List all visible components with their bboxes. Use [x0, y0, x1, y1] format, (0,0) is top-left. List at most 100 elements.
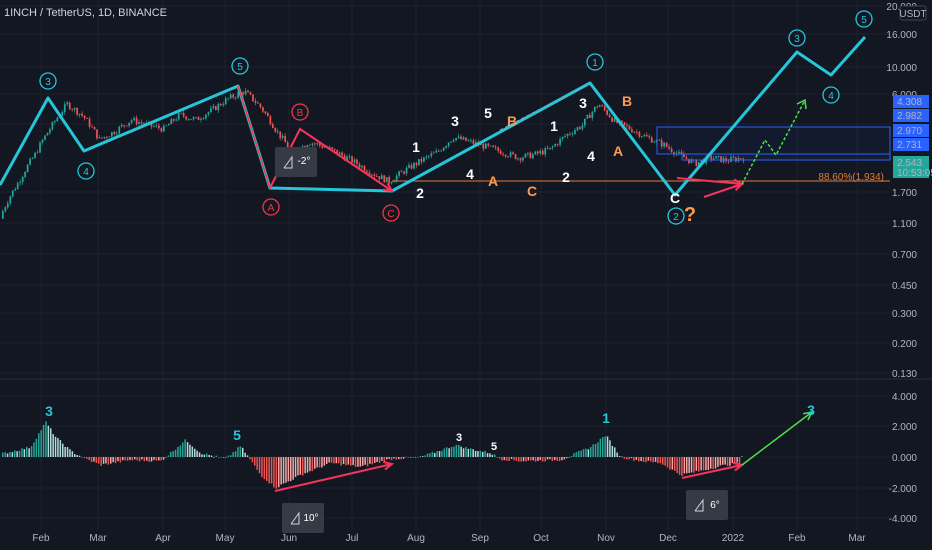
- candle-body: [269, 116, 272, 125]
- wave-label-circle: [262, 198, 280, 216]
- wave-label-text: 5: [861, 15, 867, 26]
- candle-body: [106, 136, 108, 138]
- histogram-bar: [441, 450, 443, 457]
- candle-body: [167, 124, 170, 126]
- candle-body: [564, 136, 566, 137]
- candle-body: [257, 102, 259, 104]
- histogram-bar: [597, 442, 599, 457]
- histogram-bar: [539, 457, 542, 460]
- wave-label-orange: C: [527, 183, 537, 199]
- histogram-bar: [218, 457, 220, 458]
- candle-body: [118, 126, 121, 134]
- histogram-bar: [580, 450, 582, 457]
- candle-body: [229, 94, 232, 99]
- candle-body: [420, 159, 423, 162]
- candle-body: [715, 156, 718, 159]
- candle-body: [16, 182, 19, 190]
- candle-body: [356, 159, 358, 165]
- wave-label-cyan: 5: [231, 57, 249, 75]
- candle-body: [626, 124, 628, 127]
- candle-body: [366, 170, 368, 173]
- x-tick-label: Sep: [471, 533, 489, 544]
- candle-body: [727, 161, 730, 163]
- histogram-bar: [626, 457, 628, 460]
- osc-green-arrow: [741, 410, 814, 466]
- histogram-bar: [338, 457, 340, 464]
- histogram-bar: [467, 448, 470, 457]
- histogram-bar: [405, 456, 407, 458]
- osc-wave-label: 1: [602, 410, 610, 426]
- wave-label-circle: [77, 162, 95, 180]
- price-tag-label: 2.982: [897, 111, 922, 122]
- x-tick-label: Feb: [32, 533, 50, 544]
- histogram-bar: [105, 457, 107, 464]
- osc-tick-label: 0.000: [892, 453, 917, 464]
- histogram-bar: [652, 457, 654, 463]
- currency-badge[interactable]: USDT: [899, 5, 927, 21]
- candle-body: [536, 151, 539, 154]
- candle-body: [162, 125, 165, 132]
- candle-body: [462, 137, 465, 140]
- histogram-bar: [16, 451, 18, 457]
- histogram-bar: [695, 457, 698, 471]
- histogram-bar: [522, 457, 525, 462]
- candle-body: [224, 98, 227, 105]
- histogram-bar: [611, 445, 614, 457]
- histogram-bar: [455, 444, 458, 457]
- angle-badge-osc: 6°: [686, 490, 728, 520]
- pink-arrow-current-line: [676, 177, 743, 185]
- histogram-bar: [570, 455, 573, 457]
- histogram-bar: [458, 444, 460, 457]
- histogram-bar: [234, 451, 237, 457]
- candle-body: [101, 137, 103, 139]
- histogram-bar: [134, 457, 136, 460]
- osc-green-arrow-line: [741, 411, 813, 466]
- candle-body: [128, 122, 131, 126]
- histogram-bar: [357, 457, 359, 467]
- angle-value: 6°: [710, 500, 720, 511]
- histogram-bar: [93, 457, 95, 462]
- candle-body: [576, 127, 579, 131]
- wave-label-circle: [855, 10, 873, 28]
- histogram-bar: [513, 457, 515, 461]
- candle-body: [524, 153, 527, 158]
- candle-body: [254, 101, 257, 103]
- candle-body: [108, 136, 111, 138]
- histogram-bar: [436, 451, 438, 457]
- histogram-bar: [342, 457, 345, 465]
- histogram-bar: [734, 457, 736, 465]
- histogram-bar: [141, 457, 143, 460]
- candle-body: [31, 157, 34, 159]
- y-tick-label: 0.130: [892, 369, 917, 380]
- histogram-bar: [561, 457, 563, 461]
- angle-badge-box: [686, 490, 728, 520]
- histogram-bar: [311, 457, 314, 472]
- wave-overlay: 88.60%(1.934) -2° 10° 6°: [0, 35, 891, 533]
- candle-body: [26, 164, 29, 173]
- histogram-bar: [347, 457, 350, 465]
- x-tick-label: Mar: [89, 533, 107, 544]
- candle-body: [519, 158, 522, 161]
- wave-label-circle: [788, 29, 806, 47]
- candle-body: [323, 146, 326, 148]
- candle-body: [185, 116, 188, 120]
- candle-body: [447, 142, 450, 146]
- histogram-bar: [729, 457, 731, 466]
- histogram-bar: [155, 457, 158, 461]
- candle-body: [46, 132, 49, 136]
- candle-body: [205, 114, 207, 119]
- histogram-bar: [249, 457, 251, 460]
- histogram-bar: [62, 443, 64, 457]
- histogram-bar: [66, 447, 69, 457]
- chart-title: 1INCH / TetherUS, 1D, BINANCE: [4, 7, 167, 19]
- price-tag-box: [893, 124, 929, 137]
- candle-body: [437, 150, 440, 152]
- histogram-bar: [498, 457, 501, 459]
- histogram-bar: [736, 457, 738, 463]
- candle-body: [606, 110, 609, 115]
- histogram-bar: [424, 455, 426, 457]
- candle-body: [150, 122, 153, 127]
- candle-body: [73, 107, 76, 110]
- histogram-bar: [484, 450, 486, 457]
